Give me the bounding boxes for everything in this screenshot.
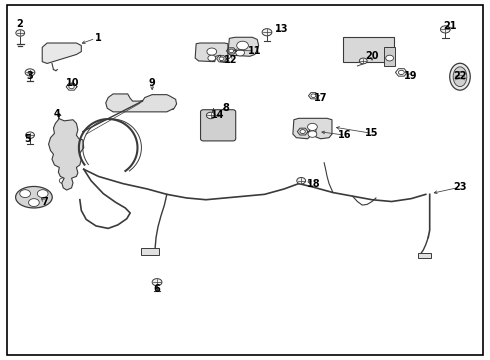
Text: 2: 2 [16,19,23,29]
Circle shape [386,55,393,61]
Circle shape [206,112,215,119]
Bar [164,103,173,109]
Ellipse shape [140,101,146,104]
Circle shape [208,55,216,61]
Text: 17: 17 [314,93,327,103]
Ellipse shape [453,67,467,87]
Text: 13: 13 [275,24,289,35]
Bar [343,37,394,62]
Bar [384,46,395,66]
Text: 21: 21 [443,21,457,31]
Circle shape [311,94,316,98]
Ellipse shape [450,63,470,90]
Text: 20: 20 [365,51,379,61]
Text: 8: 8 [222,103,229,113]
Polygon shape [42,43,81,63]
Circle shape [59,178,67,184]
Circle shape [69,85,74,89]
Circle shape [63,138,73,145]
Text: 7: 7 [41,197,48,207]
Polygon shape [293,118,332,139]
Circle shape [308,123,318,131]
Circle shape [60,152,68,158]
Circle shape [308,131,317,137]
Text: 6: 6 [154,284,160,294]
Text: 11: 11 [248,46,262,56]
Text: 12: 12 [223,55,237,65]
Circle shape [16,30,24,36]
Polygon shape [228,37,259,56]
Circle shape [28,199,39,207]
Circle shape [152,279,162,286]
Ellipse shape [16,186,52,208]
Circle shape [229,49,234,53]
Circle shape [207,48,217,55]
Circle shape [64,164,73,171]
Text: 3: 3 [26,71,33,81]
Circle shape [398,70,404,75]
Text: 4: 4 [53,109,60,119]
Polygon shape [106,94,176,112]
Text: 23: 23 [453,182,467,192]
Circle shape [25,69,35,76]
Bar [142,248,159,255]
Circle shape [37,190,48,198]
Circle shape [300,130,305,134]
Bar [418,253,431,258]
Circle shape [25,132,34,138]
Circle shape [219,57,224,60]
Text: 9: 9 [149,78,155,88]
Text: 10: 10 [66,78,80,88]
Text: 1: 1 [95,33,102,43]
Text: 16: 16 [339,130,352,140]
Polygon shape [49,116,84,190]
Text: 22: 22 [453,71,467,81]
Circle shape [262,29,272,36]
Text: 18: 18 [307,179,320,189]
Circle shape [237,41,248,50]
Text: 19: 19 [404,71,418,81]
Circle shape [297,177,306,184]
Text: 14: 14 [211,111,225,121]
Circle shape [441,26,450,33]
Text: 15: 15 [365,129,379,138]
Text: 5: 5 [24,134,31,144]
Polygon shape [195,43,228,62]
FancyBboxPatch shape [200,110,236,141]
Circle shape [20,190,30,198]
Circle shape [359,58,367,64]
Circle shape [236,49,245,56]
